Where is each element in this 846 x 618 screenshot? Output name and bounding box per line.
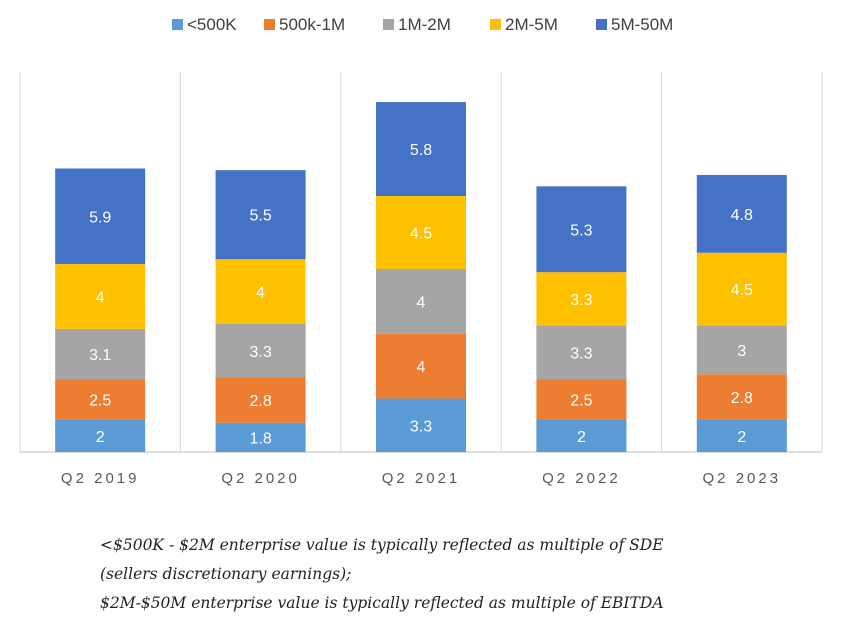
bar-segment-2m-5m-q2-2021 — [376, 196, 466, 269]
bar-segment-5m-50m-q2-2021 — [376, 102, 466, 197]
footnote-line-1: <$500K - $2M enterprise value is typical… — [100, 536, 664, 554]
legend-label-500k-1m: 500k-1M — [279, 15, 345, 34]
data-label: 3.3 — [249, 344, 271, 361]
bar-segment-2m-5m-q2-2022 — [536, 272, 627, 326]
bar-segment-1m-2m-q2-2021 — [376, 268, 466, 334]
legend-label-1m-2m: 1M-2M — [398, 15, 451, 34]
chart-bars: 2 2.5 3.1 4 5.9 1.8 2.8 3.3 4 5.5 3.3 4 4 4.5 5.8 2 2.5 3… — [55, 102, 787, 452]
data-label: 2 — [737, 429, 746, 446]
x-axis-ticks: Q2 2019 Q2 2020 Q2 2021 Q2 2022 Q2 2023 — [61, 470, 782, 487]
data-label: 4.5 — [731, 282, 753, 299]
bar-segment-500k-1m-q2-2020 — [215, 377, 306, 423]
bar-segment-5m-50m-q2-2019 — [55, 168, 146, 265]
data-label: 3.3 — [410, 418, 432, 435]
data-label: 3.1 — [89, 347, 111, 364]
bar-segment-1m-2m-q2-2020 — [215, 324, 306, 378]
bar-segment-5m-50m-q2-2020 — [215, 170, 306, 260]
x-tick-label: Q2 2019 — [61, 470, 140, 487]
bar-segment-500k-q2-2022 — [536, 419, 627, 452]
data-label: 3 — [737, 343, 746, 360]
bar-segment-500k-1m-q2-2021 — [376, 333, 466, 399]
bar-segment-2m-5m-q2-2020 — [215, 259, 306, 325]
bar-segment-500k-1m-q2-2022 — [536, 379, 627, 420]
bar-segment-500k-q2-2020 — [215, 422, 306, 452]
data-label: 4.8 — [731, 207, 753, 224]
footnote-line-2: (sellers discretionary earnings); — [100, 565, 352, 583]
data-label: 4 — [96, 289, 105, 306]
x-tick-label: Q2 2020 — [221, 470, 300, 487]
bar-segment-2m-5m-q2-2023 — [696, 252, 787, 326]
chart-legend: <500K 500k-1M 1M-2M 2M-5M 5M-50M — [172, 15, 673, 34]
stacked-bar-chart: <500K 500k-1M 1M-2M 2M-5M 5M-50M 2 2.5 3.1 4 5.9… — [19, 15, 823, 487]
data-label: 3.3 — [570, 292, 592, 309]
data-label: 4 — [417, 294, 426, 311]
x-tick-label: Q2 2022 — [542, 470, 621, 487]
bar-segment-5m-50m-q2-2022 — [536, 186, 627, 273]
data-label: 4.5 — [410, 225, 432, 242]
data-label: 4 — [256, 285, 265, 302]
bar-segment-500k-q2-2019 — [55, 419, 146, 452]
data-label: 2.8 — [249, 393, 271, 410]
data-label: 4 — [417, 359, 426, 376]
bar-segment-500k-1m-q2-2019 — [55, 379, 146, 420]
legend-label-2m-5m: 2M-5M — [505, 15, 558, 34]
data-label: 1.8 — [249, 430, 271, 447]
legend-label-5m-50m: 5M-50M — [611, 15, 673, 34]
data-label: 5.8 — [410, 142, 432, 159]
bar-segment-500k-q2-2023 — [696, 419, 787, 452]
data-label: 5.9 — [89, 209, 111, 226]
bar-segment-500k-q2-2021 — [376, 398, 466, 452]
legend-swatch-1m-2m — [383, 19, 394, 30]
data-label: 5.5 — [249, 208, 271, 225]
data-label: 3.3 — [570, 345, 592, 362]
bar-segment-5m-50m-q2-2023 — [696, 174, 787, 253]
footnote-line-3: $2M-$50M enterprise value is typically r… — [100, 594, 664, 612]
data-label: 2.5 — [570, 392, 592, 409]
legend-swatch-2m-5m — [490, 19, 501, 30]
bar-segment-1m-2m-q2-2019 — [55, 328, 146, 380]
data-label: 2.8 — [731, 390, 753, 407]
data-label: 2 — [577, 429, 586, 446]
legend-swatch-500k-1m — [264, 19, 275, 30]
legend-label-500k: <500K — [187, 15, 237, 34]
data-label: 5.3 — [570, 222, 592, 239]
bar-segment-2m-5m-q2-2019 — [55, 264, 146, 329]
bar-segment-1m-2m-q2-2022 — [536, 325, 627, 380]
legend-swatch-500k — [172, 19, 183, 30]
x-tick-label: Q2 2023 — [703, 470, 782, 487]
bar-segment-500k-1m-q2-2023 — [696, 374, 787, 420]
legend-swatch-5m-50m — [596, 19, 607, 30]
bar-segment-1m-2m-q2-2023 — [696, 325, 787, 375]
x-tick-label: Q2 2021 — [382, 470, 461, 487]
data-label: 2.5 — [89, 392, 111, 409]
data-label: 2 — [96, 429, 105, 446]
